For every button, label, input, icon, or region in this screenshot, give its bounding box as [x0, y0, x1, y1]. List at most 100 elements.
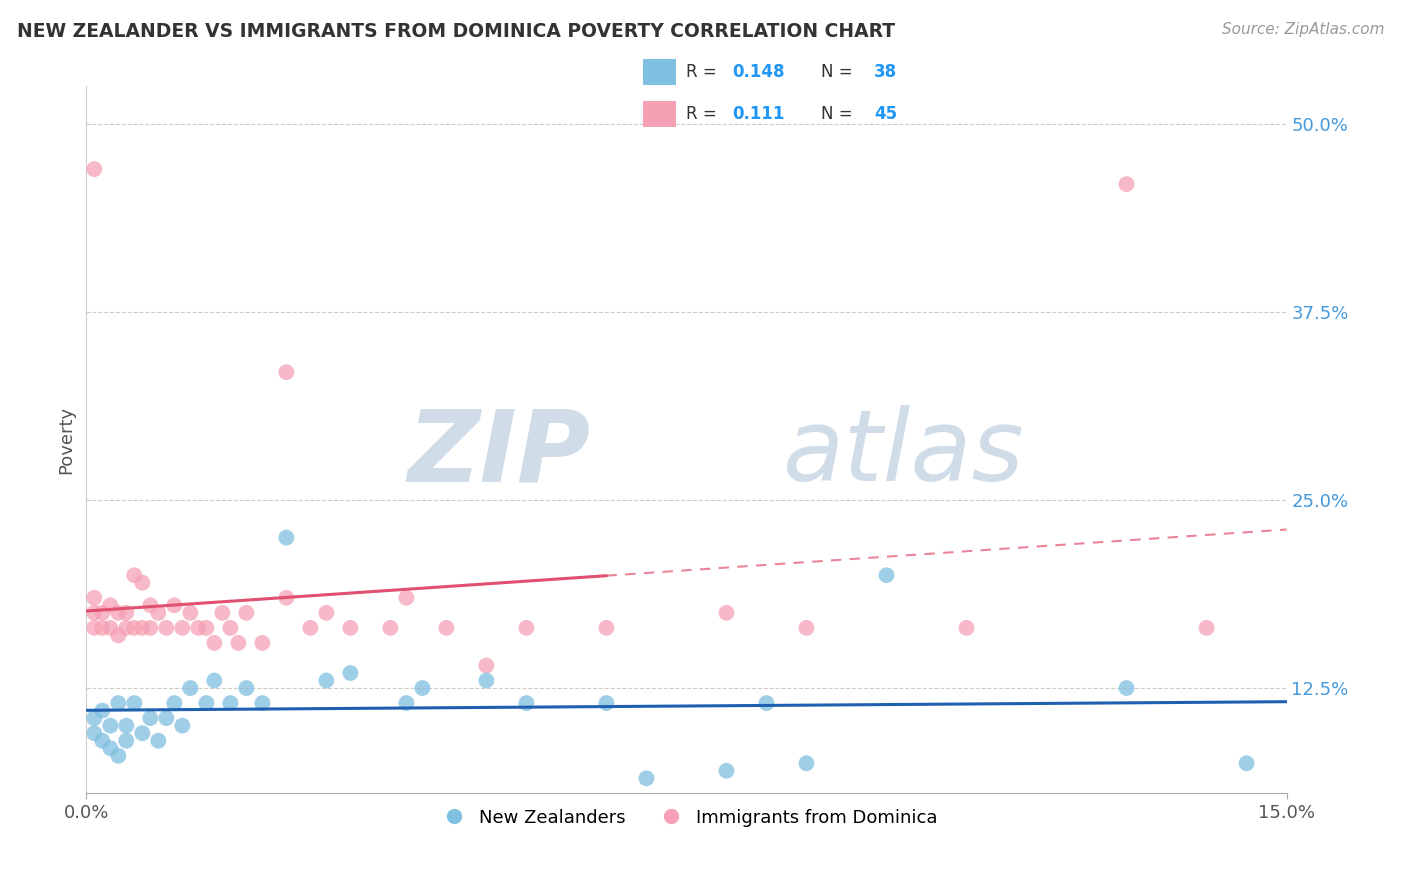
- Point: [139, 599, 162, 613]
- Point: [131, 575, 153, 590]
- Point: [475, 673, 498, 688]
- Text: NEW ZEALANDER VS IMMIGRANTS FROM DOMINICA POVERTY CORRELATION CHART: NEW ZEALANDER VS IMMIGRANTS FROM DOMINIC…: [17, 22, 896, 41]
- Text: atlas: atlas: [783, 406, 1024, 502]
- Point: [339, 621, 361, 635]
- Text: Source: ZipAtlas.com: Source: ZipAtlas.com: [1222, 22, 1385, 37]
- Point: [179, 606, 201, 620]
- Point: [955, 621, 977, 635]
- Point: [187, 621, 209, 635]
- Point: [131, 726, 153, 740]
- Point: [276, 365, 298, 379]
- Point: [299, 621, 322, 635]
- Legend: New Zealanders, Immigrants from Dominica: New Zealanders, Immigrants from Dominica: [429, 801, 945, 834]
- Text: R =: R =: [686, 62, 721, 81]
- Point: [252, 696, 274, 710]
- Point: [139, 711, 162, 725]
- Point: [98, 741, 121, 756]
- Point: [195, 621, 218, 635]
- Point: [796, 621, 818, 635]
- Point: [1115, 681, 1137, 695]
- Point: [91, 733, 114, 747]
- Text: 0.111: 0.111: [733, 105, 785, 123]
- Point: [380, 621, 402, 635]
- Point: [83, 591, 105, 605]
- Point: [434, 621, 457, 635]
- Point: [276, 531, 298, 545]
- Point: [148, 733, 170, 747]
- Point: [115, 719, 138, 733]
- Point: [115, 733, 138, 747]
- Point: [148, 606, 170, 620]
- Point: [252, 636, 274, 650]
- Point: [595, 621, 617, 635]
- Point: [636, 772, 658, 786]
- Point: [796, 756, 818, 771]
- Point: [315, 606, 337, 620]
- Text: ZIP: ZIP: [408, 406, 591, 502]
- Point: [595, 696, 617, 710]
- Text: 0.148: 0.148: [733, 62, 785, 81]
- Point: [172, 621, 194, 635]
- Text: R =: R =: [686, 105, 727, 123]
- Point: [91, 606, 114, 620]
- Point: [211, 606, 233, 620]
- Text: N =: N =: [821, 105, 858, 123]
- Point: [1195, 621, 1218, 635]
- Text: 45: 45: [875, 105, 897, 123]
- Point: [91, 704, 114, 718]
- Point: [107, 748, 129, 763]
- Point: [515, 696, 537, 710]
- Point: [219, 621, 242, 635]
- Point: [235, 681, 257, 695]
- Point: [716, 606, 738, 620]
- Point: [155, 711, 177, 725]
- Point: [411, 681, 433, 695]
- Point: [83, 621, 105, 635]
- Point: [163, 599, 186, 613]
- Point: [124, 696, 146, 710]
- Text: 38: 38: [875, 62, 897, 81]
- Point: [98, 599, 121, 613]
- Point: [339, 665, 361, 680]
- Point: [124, 568, 146, 582]
- Point: [1236, 756, 1258, 771]
- Point: [228, 636, 250, 650]
- Point: [83, 726, 105, 740]
- Point: [115, 621, 138, 635]
- Point: [172, 719, 194, 733]
- FancyBboxPatch shape: [643, 59, 676, 85]
- Point: [1115, 177, 1137, 191]
- Point: [83, 162, 105, 177]
- Point: [124, 621, 146, 635]
- FancyBboxPatch shape: [643, 101, 676, 127]
- Point: [195, 696, 218, 710]
- Point: [202, 636, 225, 650]
- Point: [276, 591, 298, 605]
- Point: [155, 621, 177, 635]
- Point: [139, 621, 162, 635]
- Point: [395, 696, 418, 710]
- Point: [202, 673, 225, 688]
- Point: [179, 681, 201, 695]
- Point: [131, 621, 153, 635]
- Point: [716, 764, 738, 778]
- Y-axis label: Poverty: Poverty: [58, 406, 75, 474]
- Point: [475, 658, 498, 673]
- Point: [98, 719, 121, 733]
- Point: [98, 621, 121, 635]
- Point: [115, 606, 138, 620]
- Point: [83, 711, 105, 725]
- Point: [107, 696, 129, 710]
- Point: [107, 606, 129, 620]
- Point: [219, 696, 242, 710]
- Point: [83, 606, 105, 620]
- Point: [235, 606, 257, 620]
- Point: [755, 696, 778, 710]
- Point: [395, 591, 418, 605]
- Point: [91, 621, 114, 635]
- Point: [163, 696, 186, 710]
- Point: [315, 673, 337, 688]
- Point: [107, 628, 129, 642]
- Point: [515, 621, 537, 635]
- Text: N =: N =: [821, 62, 858, 81]
